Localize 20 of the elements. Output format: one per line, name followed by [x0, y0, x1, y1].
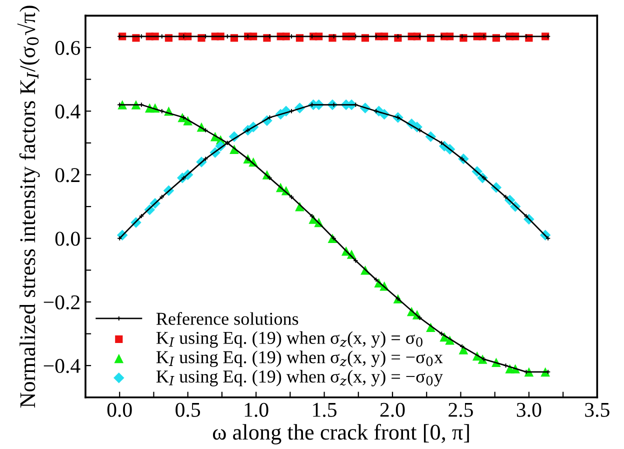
y-tick-label: 0.4 [55, 104, 80, 119]
y-axis-title: Normalized stress intensity factors K$_{I}$/(σ$_{0}$√π) [17, 6, 40, 408]
x-tick-label: 2.0 [380, 402, 405, 417]
x-tick-label: 1.5 [313, 402, 336, 417]
legend-label: K$_{I}$ using Eq. (19) when σ$_{z}$(x, y) = σ$_{0}$ [156, 331, 422, 348]
y-tick-label: 0.6 [55, 40, 80, 56]
x-tick-label: 3.0 [516, 402, 542, 417]
x-axis-title: ω along the crack front [0, π] [212, 424, 469, 444]
y-tick-label: −0.4 [44, 358, 80, 374]
y-tick-label: −0.2 [44, 295, 80, 310]
y-tick-label: 0.0 [55, 232, 80, 246]
x-tick-label: 3.5 [585, 402, 610, 417]
legend-label: K$_{I}$ using Eq. (19) when σ$_{z}$(x, y) = −σ$_{0}$x [156, 350, 443, 368]
y-tick-label: 0.2 [55, 168, 80, 182]
x-tick-label: 0.5 [176, 402, 200, 417]
x-tick-label: 2.5 [448, 402, 473, 417]
legend-label: K$_{I}$ using Eq. (19) when σ$_{z}$(x, y) = −σ$_{0}$y [156, 370, 443, 386]
x-tick-label: 0.0 [107, 402, 132, 417]
x-tick-label: 1.0 [244, 402, 268, 417]
legend-label: Reference solutions [156, 312, 298, 325]
